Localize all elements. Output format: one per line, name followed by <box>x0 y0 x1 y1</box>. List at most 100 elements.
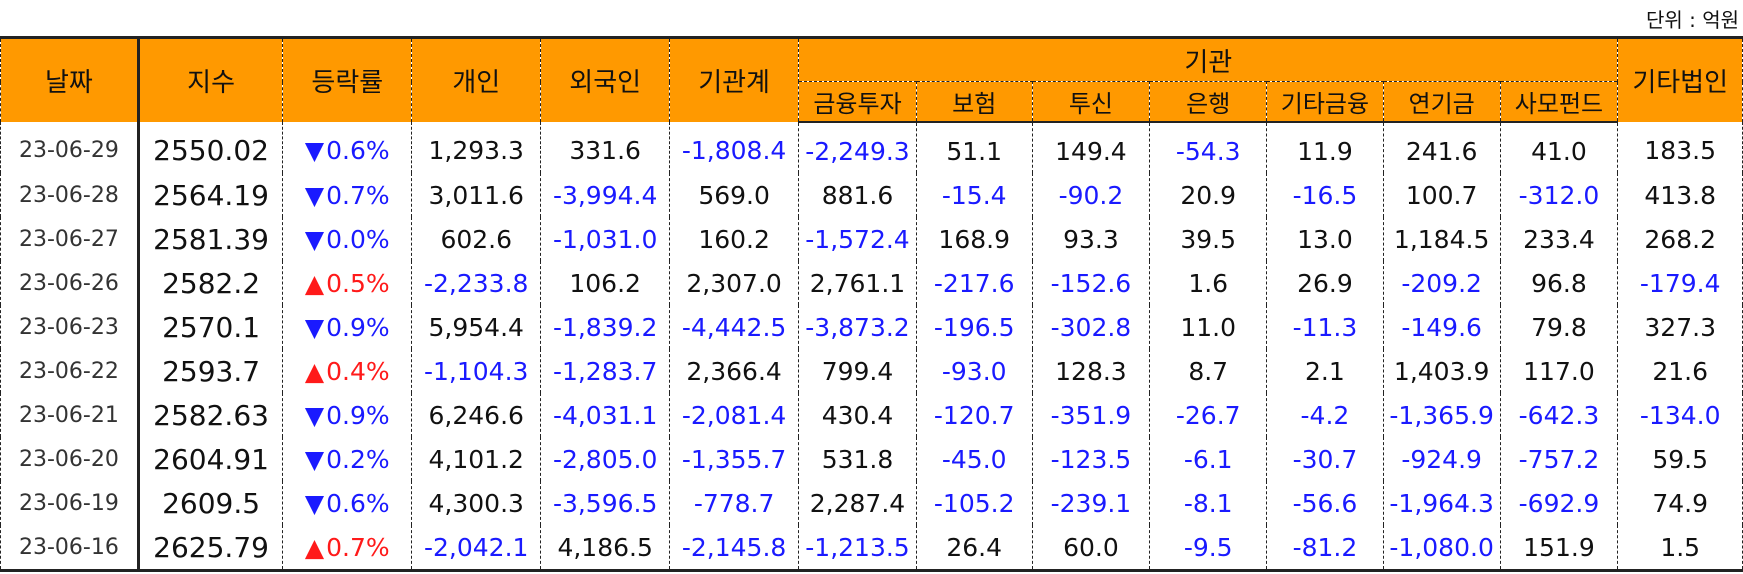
change-value: 0.9% <box>326 312 390 342</box>
cell-date: 23-06-29 <box>0 122 140 173</box>
header-institution-group: 기관 <box>798 37 1619 82</box>
cell-index: 2604.91 <box>136 437 284 481</box>
cell-investment-trust: -351.9 <box>1031 393 1151 437</box>
cell-index: 2582.63 <box>136 393 284 437</box>
change-value: 0.6% <box>326 136 390 165</box>
cell-insurance: -15.4 <box>915 173 1033 217</box>
cell-date: 23-06-28 <box>0 173 140 217</box>
table-row: 23-06-20 2604.91 ▼0.2% 4,101.2 -2,805.0 -1,35… <box>0 437 1743 481</box>
cell-private-fund: -757.2 <box>1499 437 1619 481</box>
cell-financial-investment: 430.4 <box>798 393 917 437</box>
change-value: 0.5% <box>326 268 390 298</box>
cell-index: 2570.1 <box>136 305 284 349</box>
cell-date: 23-06-20 <box>0 437 140 481</box>
cell-financial-investment: 2,761.1 <box>798 261 917 305</box>
cell-private-fund: 117.0 <box>1499 349 1619 393</box>
cell-insurance: 51.1 <box>915 122 1033 173</box>
down-triangle-icon: ▼ <box>304 400 325 430</box>
cell-other-finance: -56.6 <box>1266 481 1384 525</box>
cell-date: 23-06-27 <box>0 217 140 261</box>
cell-institution-total: -2,145.8 <box>669 525 800 571</box>
cell-institution-total: -778.7 <box>669 481 800 525</box>
cell-foreign: -1,031.0 <box>540 217 671 261</box>
cell-private-fund: 233.4 <box>1499 217 1619 261</box>
cell-individual: 602.6 <box>411 217 542 261</box>
cell-pension: 1,403.9 <box>1382 349 1501 393</box>
cell-pension: 241.6 <box>1382 122 1501 173</box>
cell-index: 2582.2 <box>136 261 284 305</box>
cell-investment-trust: 149.4 <box>1031 122 1151 173</box>
cell-insurance: 26.4 <box>915 525 1033 571</box>
cell-other-finance: -4.2 <box>1266 393 1384 437</box>
cell-private-fund: -642.3 <box>1499 393 1619 437</box>
cell-individual: 1,293.3 <box>411 122 542 173</box>
cell-other-finance: 13.0 <box>1266 217 1384 261</box>
cell-other-corp: 21.6 <box>1617 349 1743 393</box>
cell-pension: -924.9 <box>1382 437 1501 481</box>
down-triangle-icon: ▼ <box>304 488 325 518</box>
cell-institution-total: 2,366.4 <box>669 349 800 393</box>
cell-investment-trust: -239.1 <box>1031 481 1151 525</box>
unit-label: 단위 : 억원 <box>1645 8 1739 32</box>
header-pension: 연기금 <box>1382 81 1501 123</box>
cell-institution-total: -1,355.7 <box>669 437 800 481</box>
cell-institution-total: 569.0 <box>669 173 800 217</box>
header-other-corp: 기타법인 <box>1617 37 1743 122</box>
down-triangle-icon: ▼ <box>304 312 325 342</box>
cell-private-fund: 96.8 <box>1499 261 1619 305</box>
table-row: 23-06-23 2570.1 ▼0.9% 5,954.4 -1,839.2 -4,442… <box>0 305 1743 349</box>
header-index: 지수 <box>136 37 284 122</box>
header-individual: 개인 <box>411 37 542 122</box>
header-row-top: 날짜 지수 등락률 개인 외국인 기관계 기관 기타법인 <box>0 37 1743 122</box>
cell-date: 23-06-16 <box>0 525 140 571</box>
cell-pension: -149.6 <box>1382 305 1501 349</box>
cell-other-finance: 26.9 <box>1266 261 1384 305</box>
cell-pension: 1,184.5 <box>1382 217 1501 261</box>
cell-private-fund: -692.9 <box>1499 481 1619 525</box>
cell-other-finance: -30.7 <box>1266 437 1384 481</box>
cell-insurance: -196.5 <box>915 305 1033 349</box>
cell-investment-trust: -152.6 <box>1031 261 1151 305</box>
cell-pension: -1,365.9 <box>1382 393 1501 437</box>
cell-pension: -209.2 <box>1382 261 1501 305</box>
cell-insurance: -93.0 <box>915 349 1033 393</box>
cell-change: ▲0.5% <box>282 261 413 305</box>
down-triangle-icon: ▼ <box>304 136 325 165</box>
cell-other-corp: -179.4 <box>1617 261 1743 305</box>
change-value: 0.4% <box>326 356 390 386</box>
cell-insurance: -45.0 <box>915 437 1033 481</box>
cell-institution-total: 2,307.0 <box>669 261 800 305</box>
cell-individual: 4,101.2 <box>411 437 542 481</box>
cell-individual: 5,954.4 <box>411 305 542 349</box>
change-value: 0.2% <box>326 444 390 474</box>
cell-other-finance: 2.1 <box>1266 349 1384 393</box>
cell-financial-investment: -2,249.3 <box>798 122 917 173</box>
cell-individual: 3,011.6 <box>411 173 542 217</box>
cell-investment-trust: 60.0 <box>1031 525 1151 571</box>
table-row: 23-06-27 2581.39 ▼0.0% 602.6 -1,031.0 160.2 -1… <box>0 217 1743 261</box>
cell-change: ▲0.4% <box>282 349 413 393</box>
cell-foreign: 4,186.5 <box>540 525 671 571</box>
cell-date: 23-06-23 <box>0 305 140 349</box>
header-institution-total: 기관계 <box>669 37 800 122</box>
cell-financial-investment: 2,287.4 <box>798 481 917 525</box>
cell-insurance: -105.2 <box>915 481 1033 525</box>
cell-bank: -6.1 <box>1149 437 1268 481</box>
up-triangle-icon: ▲ <box>304 268 325 298</box>
cell-index: 2593.7 <box>136 349 284 393</box>
header-row-sub: 금융투자 보험 투신 은행 기타금융 연기금 사모펀드 <box>1 81 1743 123</box>
cell-bank: -9.5 <box>1149 525 1268 571</box>
cell-bank: 39.5 <box>1149 217 1268 261</box>
cell-foreign: -3,994.4 <box>540 173 671 217</box>
header-change: 등락률 <box>282 37 413 122</box>
header-date: 날짜 <box>0 37 140 122</box>
down-triangle-icon: ▼ <box>304 224 325 254</box>
cell-bank: 20.9 <box>1149 173 1268 217</box>
table-row: 23-06-26 2582.2 ▲0.5% -2,233.8 106.2 2,307.0 2… <box>0 261 1743 305</box>
table-row: 23-06-21 2582.63 ▼0.9% 6,246.6 -4,031.1 -2,08… <box>0 393 1743 437</box>
cell-bank: 11.0 <box>1149 305 1268 349</box>
cell-index: 2625.79 <box>136 525 284 571</box>
cell-other-corp: 183.5 <box>1617 122 1743 173</box>
cell-date: 23-06-21 <box>0 393 140 437</box>
cell-other-corp: 74.9 <box>1617 481 1743 525</box>
